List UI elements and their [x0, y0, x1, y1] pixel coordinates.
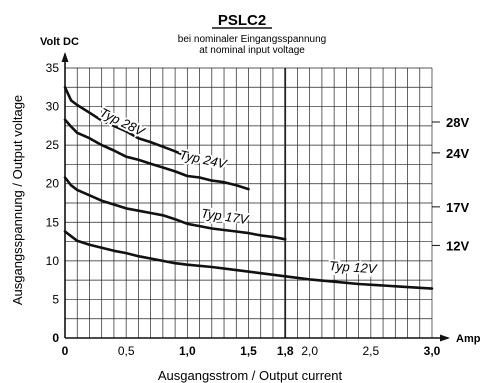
series-label: Typ 12V	[329, 258, 379, 276]
y-axis-arrow-icon	[61, 52, 69, 62]
y-tick-label: 25	[46, 138, 60, 152]
y-tick-label: 0	[52, 331, 59, 345]
y-tick-label: 20	[46, 177, 60, 191]
y-axis-title: Ausgangsspannung / Output voltage	[10, 95, 25, 305]
x-axis-arrow-icon	[440, 334, 450, 342]
grid	[64, 67, 433, 339]
series-label: Typ 17V	[200, 206, 250, 228]
tick-labels: 0 0,5 1,0 1,5 1,8 2,0 2,5 3,0 0 5 10 15 20 25 30 35	[46, 61, 441, 358]
series-label: Typ 24V	[178, 147, 229, 172]
series-lines	[63, 86, 434, 290]
x-tick-label: 0	[62, 344, 69, 358]
nominal-voltage-label: 28V	[446, 115, 469, 130]
x-unit-label: Amp	[456, 333, 481, 345]
x-tick-label: 1,8	[277, 344, 294, 358]
x-axis-title: Ausgangsstrom / Output current	[158, 368, 343, 383]
x-tick-label: 2,0	[301, 344, 318, 358]
x-tick-label: 1,0	[179, 344, 196, 358]
x-tick-label: 0,5	[118, 344, 135, 358]
y-tick-label: 15	[46, 215, 60, 229]
y-tick-label: 5	[52, 292, 59, 306]
series-line-typ-28v	[63, 86, 189, 158]
chart-title: PSLC2	[218, 12, 266, 29]
y-unit-label: Volt DC	[40, 36, 79, 48]
chart-subtitle-de: bei nominaler Eingangsspannung	[178, 34, 326, 45]
nominal-voltage-label: 17V	[446, 200, 469, 215]
nominal-voltage-label: 12V	[446, 238, 469, 253]
y-tick-label: 10	[46, 254, 60, 268]
series-line-typ-17v	[63, 176, 287, 241]
y-tick-label: 35	[46, 61, 60, 75]
chart-subtitle-en: at nominal input voltage	[199, 45, 305, 56]
y-tick-label: 30	[46, 100, 60, 114]
x-tick-label: 1,5	[240, 344, 257, 358]
series-line-typ-24v	[63, 118, 250, 191]
nominal-voltage-labels: 28V 24V 17V 12V	[432, 115, 469, 253]
axes	[61, 52, 450, 342]
x-tick-label: 3,0	[424, 344, 441, 358]
nominal-voltage-label: 24V	[446, 146, 469, 161]
series-line-typ-12v	[63, 230, 434, 290]
x-tick-label: 2,5	[362, 344, 379, 358]
